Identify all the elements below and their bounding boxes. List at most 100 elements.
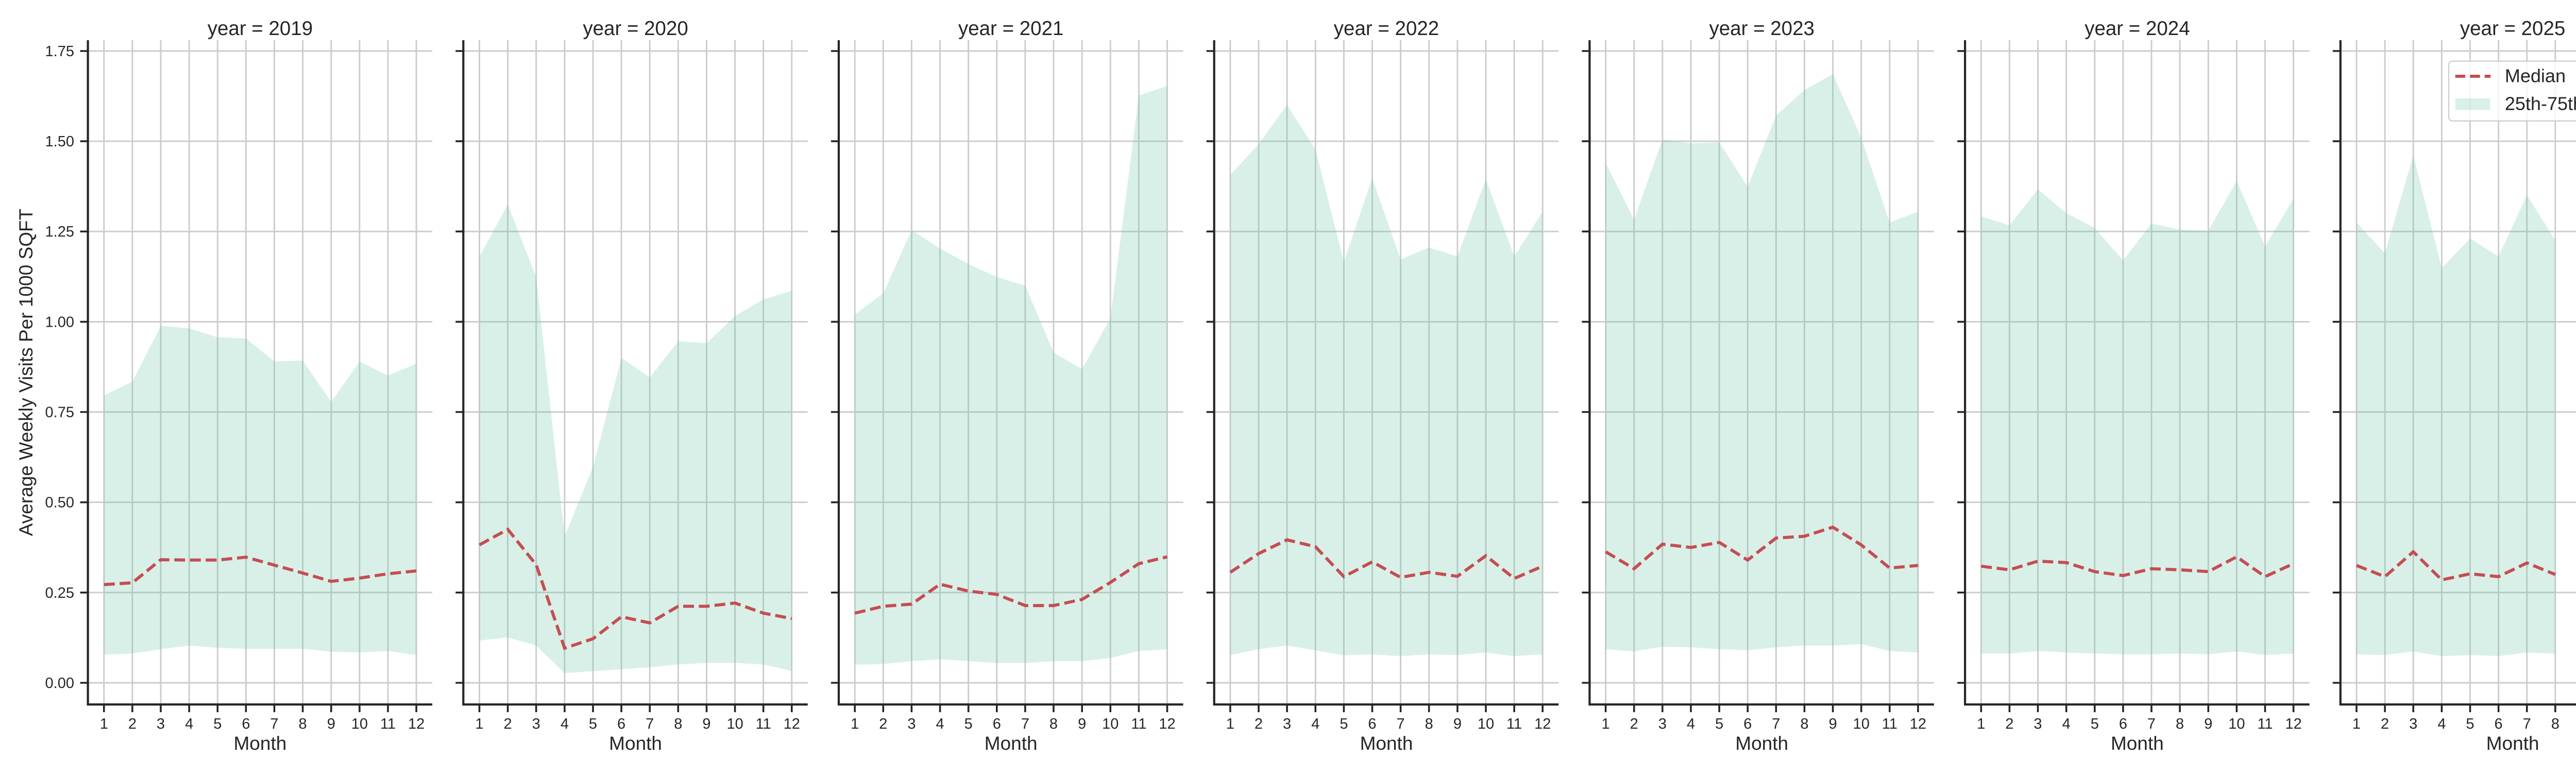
svg-text:year = 2021: year = 2021	[958, 18, 1063, 40]
svg-text:8: 8	[1425, 716, 1433, 732]
svg-text:12: 12	[784, 716, 800, 732]
svg-text:1: 1	[100, 716, 108, 732]
svg-text:12: 12	[1159, 716, 1175, 732]
svg-text:2: 2	[2381, 716, 2389, 732]
svg-text:3: 3	[2409, 716, 2417, 732]
svg-text:9: 9	[1078, 716, 1086, 732]
svg-text:10: 10	[726, 716, 743, 732]
svg-text:4: 4	[1687, 716, 1695, 732]
svg-text:Median: Median	[2505, 65, 2566, 87]
svg-text:11: 11	[1882, 716, 1897, 732]
svg-text:6: 6	[1743, 716, 1752, 732]
svg-text:3: 3	[1658, 716, 1667, 732]
svg-text:7: 7	[1397, 716, 1405, 732]
svg-text:7: 7	[646, 716, 654, 732]
svg-text:year = 2024: year = 2024	[2084, 18, 2190, 40]
svg-text:5: 5	[1715, 716, 1723, 732]
svg-text:2: 2	[879, 716, 887, 732]
svg-text:7: 7	[1772, 716, 1780, 732]
svg-text:1.50: 1.50	[45, 133, 74, 150]
svg-text:6: 6	[2119, 716, 2127, 732]
svg-text:1: 1	[1977, 716, 1985, 732]
svg-text:3: 3	[157, 716, 165, 732]
svg-text:Month: Month	[2486, 733, 2539, 754]
svg-text:7: 7	[2147, 716, 2156, 732]
svg-text:6: 6	[242, 716, 250, 732]
svg-text:8: 8	[1049, 716, 1058, 732]
svg-text:11: 11	[1131, 716, 1146, 732]
svg-text:7: 7	[270, 716, 278, 732]
svg-text:6: 6	[993, 716, 1001, 732]
svg-text:3: 3	[1283, 716, 1291, 732]
svg-text:Average Weekly Visits Per 1000: Average Weekly Visits Per 1000 SQFT	[15, 209, 37, 536]
svg-text:0.00: 0.00	[45, 675, 74, 692]
svg-text:9: 9	[1829, 716, 1837, 732]
svg-text:4: 4	[561, 716, 569, 732]
svg-text:3: 3	[907, 716, 916, 732]
svg-text:5: 5	[964, 716, 973, 732]
svg-text:Month: Month	[2111, 733, 2164, 754]
svg-text:4: 4	[2437, 716, 2446, 732]
svg-text:6: 6	[2495, 716, 2503, 732]
svg-text:10: 10	[1102, 716, 1118, 732]
svg-text:8: 8	[2176, 716, 2184, 732]
svg-text:0.25: 0.25	[45, 585, 74, 601]
svg-text:8: 8	[2551, 716, 2560, 732]
svg-text:2: 2	[2005, 716, 2013, 732]
svg-text:12: 12	[408, 716, 425, 732]
svg-text:1.75: 1.75	[45, 43, 74, 60]
svg-text:11: 11	[380, 716, 396, 732]
svg-text:10: 10	[1853, 716, 1870, 732]
svg-text:Month: Month	[1735, 733, 1788, 754]
svg-text:2: 2	[1630, 716, 1638, 732]
svg-text:year = 2020: year = 2020	[583, 18, 688, 40]
svg-text:9: 9	[702, 716, 710, 732]
svg-text:year = 2022: year = 2022	[1334, 18, 1439, 40]
svg-text:8: 8	[299, 716, 307, 732]
svg-text:Month: Month	[1360, 733, 1413, 754]
svg-text:11: 11	[1506, 716, 1522, 732]
svg-text:3: 3	[2033, 716, 2042, 732]
svg-text:1.00: 1.00	[45, 314, 74, 330]
svg-text:0.50: 0.50	[45, 495, 74, 511]
svg-text:6: 6	[1368, 716, 1376, 732]
svg-text:1: 1	[1226, 716, 1234, 732]
svg-text:4: 4	[2062, 716, 2071, 732]
svg-text:25th-75th Percentile: 25th-75th Percentile	[2505, 93, 2576, 114]
svg-text:4: 4	[185, 716, 193, 732]
svg-text:0.75: 0.75	[45, 405, 74, 421]
svg-text:1: 1	[2352, 716, 2361, 732]
svg-text:1: 1	[851, 716, 859, 732]
svg-text:11: 11	[2257, 716, 2273, 732]
svg-text:Month: Month	[233, 733, 286, 754]
svg-text:8: 8	[674, 716, 682, 732]
svg-text:8: 8	[1800, 716, 1808, 732]
svg-text:10: 10	[1478, 716, 1494, 732]
svg-text:5: 5	[2091, 716, 2099, 732]
svg-text:5: 5	[589, 716, 597, 732]
svg-text:10: 10	[2228, 716, 2245, 732]
svg-text:Month: Month	[609, 733, 662, 754]
svg-text:1: 1	[1602, 716, 1610, 732]
svg-text:10: 10	[351, 716, 368, 732]
svg-text:12: 12	[2285, 716, 2301, 732]
svg-text:9: 9	[327, 716, 335, 732]
svg-text:2: 2	[504, 716, 512, 732]
svg-text:9: 9	[1453, 716, 1462, 732]
svg-text:7: 7	[1021, 716, 1029, 732]
svg-text:5: 5	[213, 716, 222, 732]
svg-text:12: 12	[1534, 716, 1551, 732]
svg-text:7: 7	[2523, 716, 2531, 732]
svg-text:4: 4	[936, 716, 944, 732]
svg-text:2: 2	[1255, 716, 1263, 732]
svg-text:4: 4	[1311, 716, 1319, 732]
svg-text:2: 2	[128, 716, 137, 732]
svg-text:11: 11	[756, 716, 771, 732]
svg-text:1.25: 1.25	[45, 224, 74, 240]
svg-text:12: 12	[1910, 716, 1926, 732]
svg-text:year = 2023: year = 2023	[1709, 18, 1814, 40]
svg-text:5: 5	[1340, 716, 1348, 732]
svg-text:3: 3	[532, 716, 540, 732]
svg-text:1: 1	[475, 716, 483, 732]
svg-text:9: 9	[2204, 716, 2212, 732]
